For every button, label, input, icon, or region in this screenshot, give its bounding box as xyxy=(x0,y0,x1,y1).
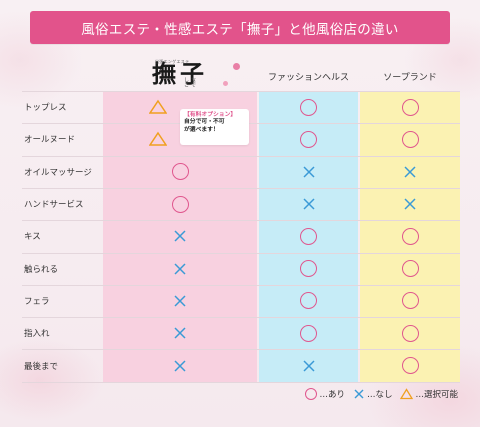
triangle-icon xyxy=(149,132,167,147)
row-label: ハンドサービス xyxy=(24,200,84,211)
circle-icon xyxy=(300,130,317,148)
cross-icon xyxy=(302,198,315,210)
circle-icon xyxy=(401,260,419,278)
row-divider xyxy=(22,317,460,319)
legend-circle: …あり xyxy=(305,388,345,400)
row-divider xyxy=(22,252,460,254)
circle-icon xyxy=(401,324,419,342)
cross-icon xyxy=(174,230,186,242)
cross-icon xyxy=(174,360,186,372)
soapland-header: ソープランド xyxy=(383,73,437,83)
row-divider xyxy=(22,381,460,383)
nadeshiko-logo: 出張エンゲエステ 撫子 なでしこ xyxy=(103,57,257,91)
legend-triangle: …選択可能 xyxy=(400,388,458,400)
circle-icon xyxy=(401,292,419,310)
row-divider xyxy=(22,187,460,189)
circle-icon xyxy=(300,98,317,116)
triangle-icon xyxy=(400,388,414,400)
circle-icon xyxy=(401,98,419,116)
legend-cross: …なし xyxy=(353,388,393,400)
flower-icon xyxy=(223,81,228,86)
fashion-health-header: ファッションヘルス xyxy=(267,73,349,83)
row-label: キス xyxy=(24,232,41,243)
circle-icon xyxy=(300,260,317,278)
cross-icon xyxy=(404,166,416,178)
row-label: オイルマッサージ xyxy=(24,167,92,178)
legend: …あり …なし …選択可能 xyxy=(305,388,458,400)
cross-icon xyxy=(174,263,186,275)
callout-line2: が選べます！ xyxy=(184,127,219,134)
circle-icon xyxy=(401,130,419,148)
circle-icon xyxy=(300,227,317,245)
flower-icon xyxy=(233,63,240,70)
cross-icon xyxy=(174,327,186,339)
circle-icon xyxy=(305,388,318,400)
cross-icon xyxy=(404,198,416,210)
callout-line1: 自分で可・不可 xyxy=(184,119,225,126)
circle-icon xyxy=(300,292,317,310)
triangle-icon xyxy=(149,99,167,114)
row-label: オールヌード xyxy=(24,135,76,146)
row-label: 触られる xyxy=(24,264,59,275)
row-label: 最後まで xyxy=(24,361,59,372)
title-banner: 風俗エステ・性感エステ「撫子」と他風俗店の違い xyxy=(30,11,450,44)
circle-icon xyxy=(401,357,419,375)
legend-cross-label: …なし xyxy=(366,390,393,400)
logo-reading: なでしこ xyxy=(183,77,196,87)
row-divider xyxy=(22,220,460,222)
circle-icon xyxy=(171,163,189,181)
row-label: トップレス xyxy=(24,103,67,114)
circle-icon xyxy=(300,324,317,342)
legend-triangle-label: …選択可能 xyxy=(415,390,458,400)
row-label: フェラ xyxy=(24,296,50,307)
row-divider xyxy=(22,284,460,286)
cross-icon xyxy=(174,295,186,307)
row-label: 指入れ xyxy=(24,329,50,340)
callout-title: 【有料オプション】 xyxy=(184,112,237,118)
paid-option-callout: 【有料オプション】 自分で可・不可 が選べます！ xyxy=(180,109,249,145)
cross-icon xyxy=(302,360,315,372)
row-divider xyxy=(22,349,460,351)
circle-icon xyxy=(171,195,189,213)
logo-main-text: 撫子 xyxy=(152,59,208,88)
row-divider xyxy=(22,155,460,157)
page-title: 風俗エステ・性感エステ「撫子」と他風俗店の違い xyxy=(81,21,399,38)
row-divider xyxy=(22,91,460,92)
logo-small-text: 出張エンゲエステ xyxy=(155,59,190,64)
legend-circle-label: …あり xyxy=(319,390,345,400)
circle-icon xyxy=(401,227,419,245)
cross-icon xyxy=(354,389,364,399)
cross-icon xyxy=(302,166,315,178)
